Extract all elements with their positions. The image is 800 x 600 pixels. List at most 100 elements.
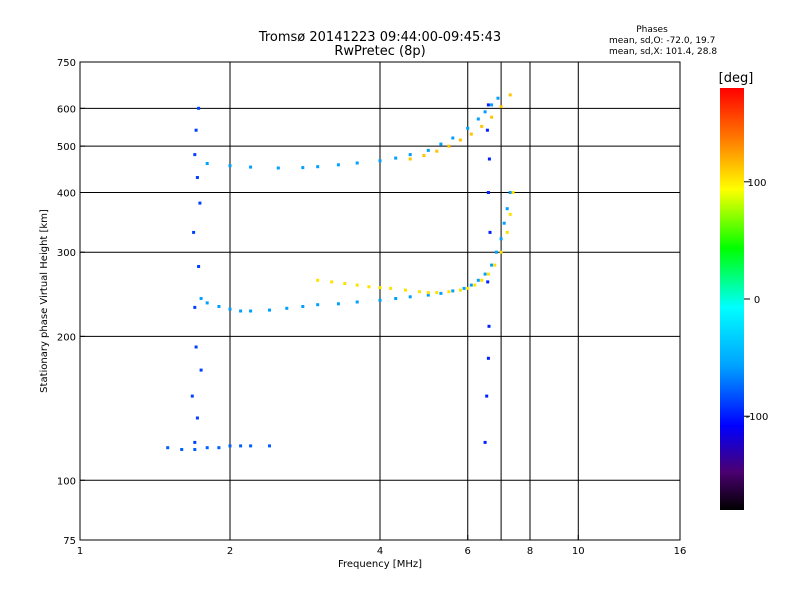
data-point (466, 286, 470, 290)
data-point (249, 309, 253, 313)
data-point (447, 290, 451, 294)
data-point (426, 293, 430, 297)
data-point (483, 110, 487, 114)
data-point (408, 153, 412, 157)
x-axis-label: Frequency [MHz] (338, 559, 422, 570)
data-point (367, 285, 371, 289)
data-point (228, 307, 232, 311)
data-point (276, 166, 280, 170)
data-point (493, 263, 497, 267)
data-point (426, 148, 430, 152)
data-point (205, 301, 209, 305)
y-axis-label: Stationary phase Virtual Height [km] (39, 209, 50, 393)
y-tick-label: 500 (57, 142, 76, 153)
colorbar-tick-label: -100 (746, 412, 769, 423)
data-point (494, 250, 498, 254)
data-point (192, 230, 196, 234)
data-point (394, 156, 398, 160)
data-point (197, 265, 201, 268)
data-point (476, 278, 480, 282)
data-point (316, 303, 320, 307)
data-point (217, 305, 221, 308)
data-point (408, 157, 412, 161)
data-point (486, 272, 490, 276)
data-point (193, 153, 197, 157)
data-point (451, 136, 455, 140)
data-point (378, 286, 382, 290)
data-point (466, 126, 470, 130)
data-point (469, 283, 473, 287)
y-axis-ticks: 75 100 200 300 400 500 600 750 (57, 58, 85, 547)
y-tick-label: 200 (57, 332, 76, 343)
y-tick-label: 300 (57, 248, 76, 259)
data-point (418, 290, 421, 294)
x-tick-label: 2 (227, 546, 233, 557)
x-tick-label: 16 (674, 546, 687, 557)
data-point (404, 288, 407, 292)
data-point (355, 300, 359, 304)
data-point (193, 448, 197, 451)
data-point (483, 440, 487, 444)
data-point (469, 132, 473, 136)
data-point (486, 103, 490, 107)
data-point (330, 280, 334, 284)
data-point (486, 280, 490, 284)
y-tick-label: 600 (57, 104, 76, 115)
data-point (490, 103, 494, 107)
data-point (480, 124, 484, 128)
data-point (439, 291, 443, 295)
data-point (195, 176, 199, 179)
data-point (195, 416, 199, 420)
data-point (502, 221, 506, 225)
data-point (511, 191, 515, 194)
data-point (451, 289, 455, 293)
data-point (268, 308, 271, 312)
data-point (499, 237, 503, 241)
y-tick-label: 400 (57, 188, 76, 199)
data-point (486, 191, 490, 194)
chart-subtitle: RwPretec (8p) (334, 44, 425, 59)
data-point (205, 446, 209, 450)
data-point (499, 250, 503, 254)
data-point (408, 295, 412, 299)
data-point (355, 161, 359, 165)
data-point (316, 278, 320, 282)
data-point (301, 305, 305, 308)
data-point (473, 283, 477, 287)
y-tick-label: 100 (57, 476, 76, 487)
x-tick-label: 1 (77, 546, 83, 557)
y-tick-label: 750 (57, 58, 76, 69)
data-point (508, 93, 512, 97)
data-point (316, 165, 320, 169)
data-point (378, 159, 382, 163)
data-point (268, 444, 271, 448)
data-point (199, 368, 203, 372)
data-point (505, 230, 509, 234)
data-point (285, 306, 289, 310)
data-point (301, 166, 305, 170)
data-point (228, 444, 232, 448)
data-point (199, 297, 203, 300)
x-tick-label: 10 (572, 546, 585, 557)
data-point (508, 191, 512, 194)
colorbar-ticks: 100 0 -100 (744, 178, 768, 423)
data-point (483, 272, 487, 276)
data-point (198, 201, 202, 205)
data-point (343, 282, 347, 285)
data-point (394, 297, 398, 300)
data-point (355, 283, 359, 287)
data-point (488, 230, 492, 234)
data-point (426, 291, 430, 295)
data-point (336, 302, 340, 306)
data-point (485, 128, 489, 132)
data-point (228, 164, 232, 168)
x-tick-label: 8 (527, 546, 533, 557)
data-point (439, 142, 443, 146)
grid-lines (80, 62, 680, 540)
data-point (239, 444, 243, 448)
data-point (480, 278, 484, 282)
data-point (490, 263, 494, 267)
data-point (190, 394, 194, 398)
data-point (217, 446, 221, 450)
data-point (389, 286, 393, 290)
